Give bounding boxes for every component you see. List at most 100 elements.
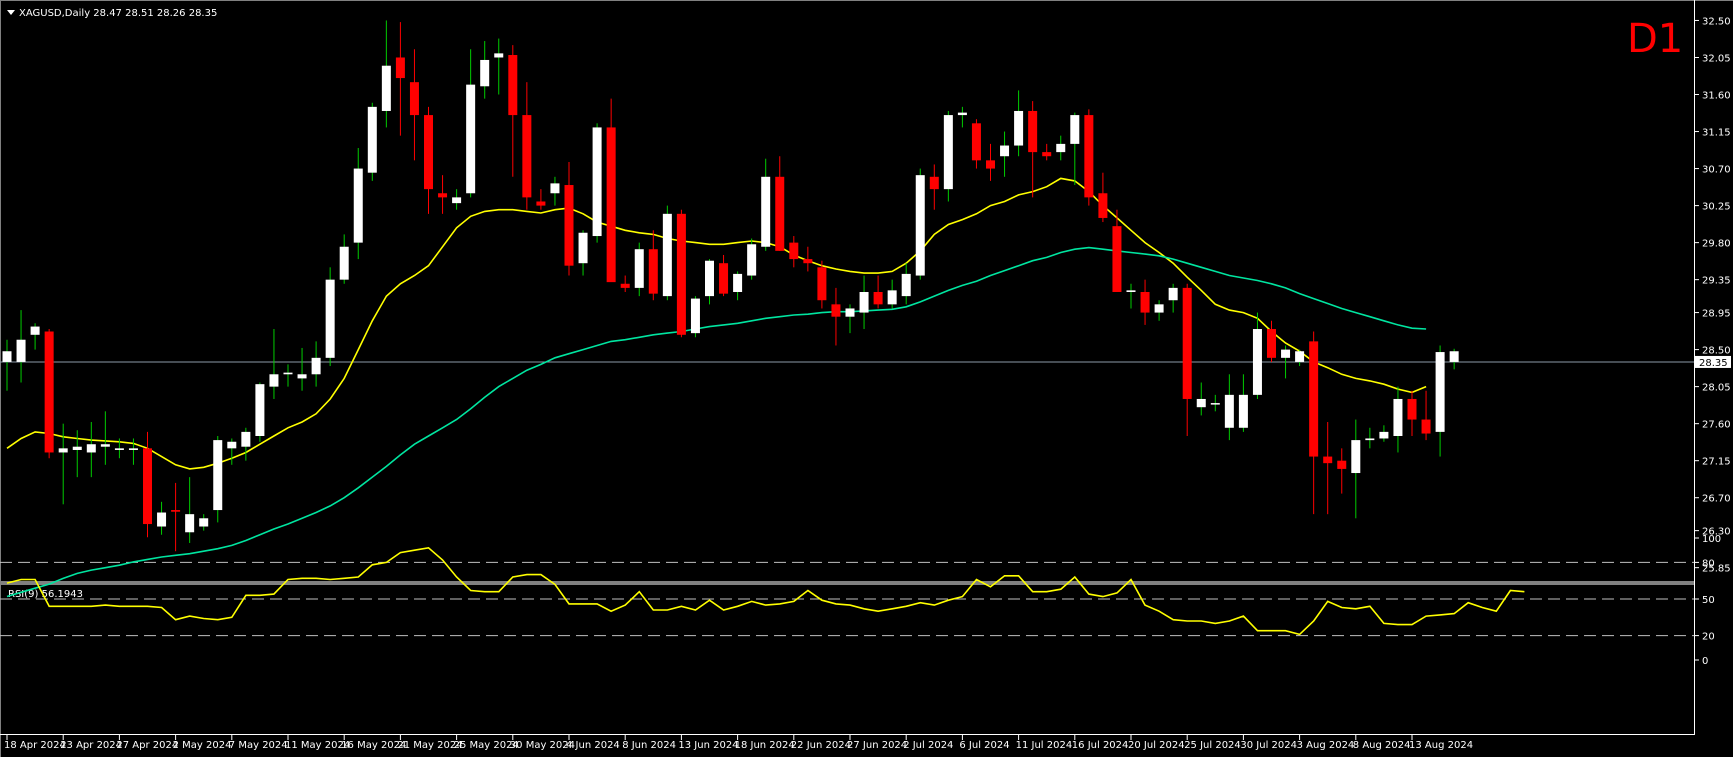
candle-body <box>564 185 574 266</box>
candle-body <box>901 273 911 297</box>
time-tick-label: 21 May 2024 <box>397 740 462 751</box>
candle-body <box>719 263 729 294</box>
price-tick-label: 30.70 <box>1702 165 1731 176</box>
candle-body <box>213 440 223 511</box>
candle-body <box>1365 438 1375 441</box>
candle-body <box>325 279 335 358</box>
price-tick-label: 26.30 <box>1702 527 1731 538</box>
candle-body <box>508 55 518 116</box>
candle-body <box>578 232 588 264</box>
price-tick-label: 29.80 <box>1702 239 1731 250</box>
time-tick-label: 2 May 2024 <box>173 740 232 751</box>
moving-averages <box>6 177 1427 598</box>
candle-body <box>747 244 757 276</box>
candle-body <box>1407 398 1417 420</box>
candle-body <box>1042 152 1052 157</box>
candle-body <box>1309 341 1319 457</box>
candle-body <box>2 351 12 362</box>
candle-body <box>466 84 476 194</box>
candle-body <box>887 290 897 305</box>
candle-body <box>438 193 448 198</box>
rsi-tick-label: 80 <box>1702 558 1715 569</box>
time-tick-label: 7 May 2024 <box>229 740 288 751</box>
candle-body <box>789 242 799 260</box>
candle-body <box>199 518 209 527</box>
time-tick-label: 8 Jun 2024 <box>622 740 676 751</box>
collapse-triangle-icon[interactable] <box>7 10 15 15</box>
candle-body <box>648 249 658 294</box>
rsi-level-lines <box>0 561 1694 637</box>
candle-body <box>381 65 391 111</box>
price-tick-label: 31.60 <box>1702 91 1731 102</box>
last-price-badge <box>1695 355 1731 368</box>
candle-body <box>424 115 433 190</box>
candle-body <box>58 448 68 453</box>
candle-body <box>831 304 841 317</box>
candle-body <box>1281 349 1291 358</box>
time-tick-label: 22 Jun 2024 <box>791 740 851 751</box>
price-tick-label: 30.25 <box>1702 202 1731 213</box>
candle-body <box>395 57 405 79</box>
candle-body <box>1421 419 1431 434</box>
candle-body <box>1210 403 1220 405</box>
price-tick-label: 28.05 <box>1702 383 1731 394</box>
timeframe-badge: D1 <box>1627 16 1683 62</box>
time-tick-label: 30 Jul 2024 <box>1240 740 1297 751</box>
candle-body <box>1323 456 1333 464</box>
candle-body <box>1337 460 1347 469</box>
time-tick-label: 25 Jul 2024 <box>1184 740 1241 751</box>
candle-body <box>1182 287 1192 399</box>
fast-ma-line <box>6 177 1427 470</box>
candle-body <box>227 441 237 449</box>
candle-body <box>283 372 293 375</box>
candle-body <box>480 59 490 87</box>
candle-body <box>114 448 124 450</box>
candle-body <box>494 53 504 58</box>
candle-body <box>1238 394 1248 428</box>
candle-body <box>143 448 152 525</box>
time-tick-label: 27 Jun 2024 <box>847 740 907 751</box>
candle-body <box>1056 143 1066 153</box>
candle-body <box>86 444 96 453</box>
candle-body <box>367 106 377 173</box>
time-tick-label: 4 Jun 2024 <box>566 740 620 751</box>
candle-body <box>1084 115 1094 198</box>
candle-body <box>185 514 195 533</box>
candle-body <box>1351 440 1361 474</box>
price-tick-label: 32.05 <box>1702 53 1731 64</box>
candle-body <box>705 260 714 297</box>
candle-body <box>1224 394 1234 428</box>
rsi-label: RSI(9) 56.1943 <box>8 589 83 600</box>
candle-body <box>409 82 419 116</box>
price-tick-label: 32.50 <box>1702 16 1731 27</box>
price-tick-label: 28.95 <box>1702 309 1731 320</box>
candle-body <box>157 512 167 527</box>
price-tick-label: 25.85 <box>1702 564 1731 575</box>
symbol-header: XAGUSD,Daily 28.47 28.51 28.26 28.35 <box>7 8 217 19</box>
time-tick-label: 13 Jun 2024 <box>678 740 738 751</box>
candle-body <box>733 273 743 292</box>
candle-body <box>606 127 616 283</box>
candle-body <box>1014 110 1024 146</box>
rsi-line <box>6 546 1525 636</box>
time-tick-label: 11 May 2024 <box>285 740 350 751</box>
candle-body <box>44 331 54 453</box>
price-tick-label: 29.35 <box>1702 276 1731 287</box>
candle-body <box>929 176 939 190</box>
pane-separator[interactable] <box>0 581 1694 585</box>
candle-body <box>522 115 532 198</box>
candle-body <box>592 127 602 237</box>
time-tick-label: 18 Jun 2024 <box>735 740 795 751</box>
last-price-label: 28.35 <box>1699 358 1728 369</box>
candle-body <box>16 339 26 362</box>
candle-body <box>255 384 265 436</box>
rsi-tick-label: 100 <box>1702 534 1721 545</box>
candle-body <box>311 357 321 375</box>
time-tick-label: 11 Jul 2024 <box>1016 740 1073 751</box>
candle-body <box>690 298 700 334</box>
candle-body <box>100 444 110 447</box>
candle-body <box>775 176 785 251</box>
candle-body <box>1196 398 1206 408</box>
